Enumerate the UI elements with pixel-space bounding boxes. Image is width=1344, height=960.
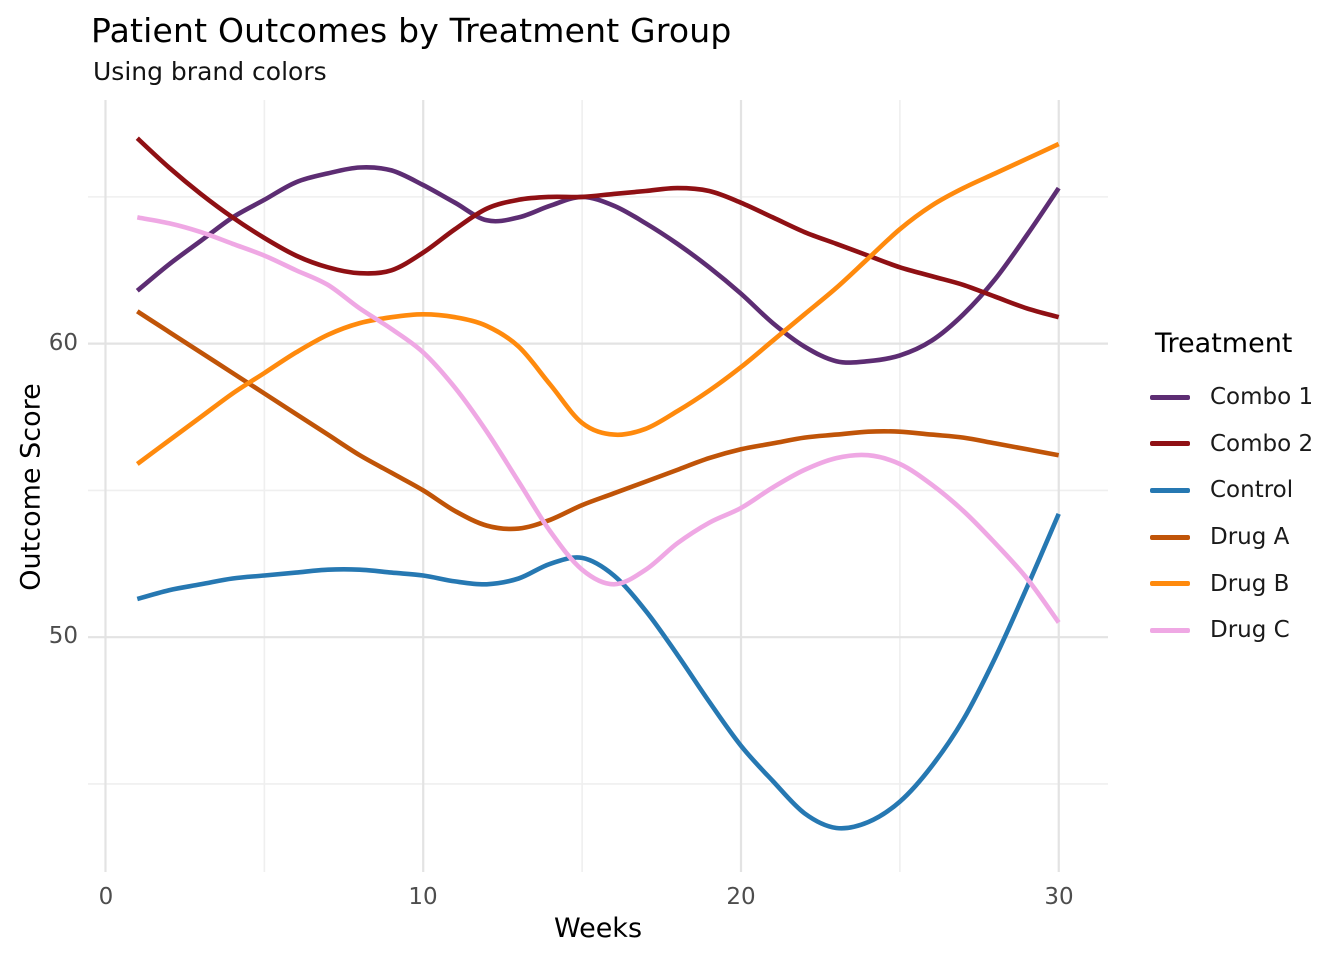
legend-key-drug-c-icon [1150,627,1190,633]
x-tick-20: 20 [726,884,756,910]
legend-label-combo-1: Combo 1 [1210,384,1314,411]
legend-key-combo-1-icon [1150,394,1190,400]
legend-key-combo-2-icon [1150,441,1190,447]
legend: Combo 1 Combo 2 Control Drug A Drug B Dr… [1150,374,1340,654]
legend-entry-control: Control [1150,467,1340,514]
x-axis-title: Weeks [553,913,643,944]
legend-label-drug-a: Drug A [1210,524,1290,551]
legend-title: Treatment [1155,328,1293,359]
y-tick-60: 60 [48,330,78,356]
legend-label-drug-c: Drug C [1210,617,1290,644]
chart-title: Patient Outcomes by Treatment Group [91,11,732,50]
legend-label-combo-2: Combo 2 [1210,430,1314,457]
legend-key-drug-a-icon [1150,534,1190,540]
y-axis-title: Outcome Score [15,383,47,591]
plot-panel [88,100,1108,872]
legend-key-drug-b-icon [1150,581,1190,587]
series-line-drug-c [136,215,1061,624]
legend-label-control: Control [1210,477,1294,504]
legend-label-drug-b: Drug B [1210,570,1290,597]
legend-entry-drug-a: Drug A [1150,514,1340,561]
legend-entry-drug-c: Drug C [1150,607,1340,654]
chart-subtitle: Using brand colors [93,57,327,86]
series-line-combo-2 [135,136,1060,320]
series-line-combo-1 [135,165,1061,365]
series-line-drug-b [135,141,1060,466]
legend-entry-combo-2: Combo 2 [1150,421,1340,468]
series-line-drug-a [136,309,1060,532]
x-tick-0: 0 [98,884,114,910]
x-tick-30: 30 [1044,884,1074,910]
legend-entry-combo-1: Combo 1 [1150,374,1340,421]
legend-entry-drug-b: Drug B [1150,560,1340,607]
y-tick-50: 50 [48,623,78,649]
legend-key-control-icon [1150,487,1190,493]
series-line-control [136,512,1061,831]
x-tick-10: 10 [408,884,438,910]
